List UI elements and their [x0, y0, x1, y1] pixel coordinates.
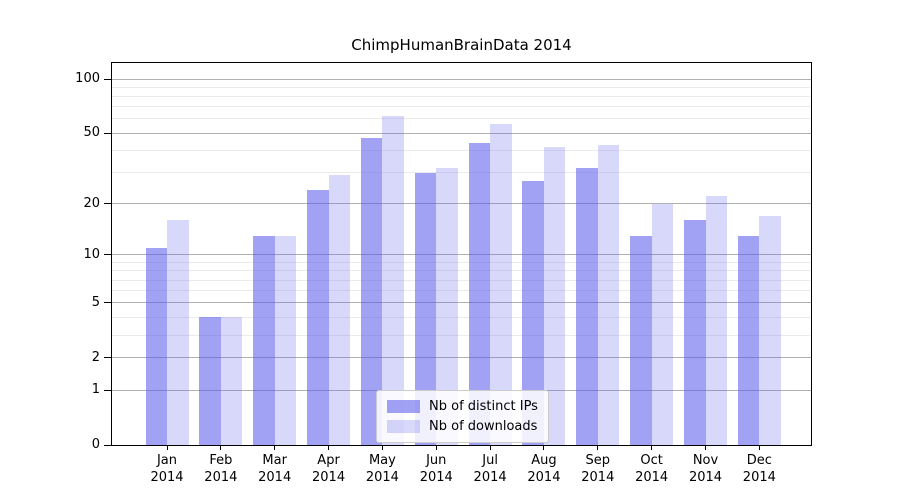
bar-distinct-ips [576, 167, 598, 445]
x-tick-label: Sep 2014 [581, 453, 615, 485]
gridline-major [112, 302, 811, 304]
legend: Nb of distinct IPs Nb of downloads [376, 390, 549, 443]
bar-distinct-ips [307, 189, 329, 445]
bar-distinct-ips [360, 138, 383, 445]
bar-distinct-ips [522, 180, 544, 445]
legend-row-downloads: Nb of downloads [387, 416, 538, 436]
bar-downloads [705, 196, 727, 445]
gridline-minor [112, 261, 811, 263]
gridline-minor [112, 279, 811, 281]
gridline-minor [112, 106, 811, 108]
bar-downloads [490, 124, 512, 445]
y-tick [104, 444, 111, 446]
bar-downloads [436, 167, 458, 445]
x-tick-label: Feb 2014 [204, 453, 238, 485]
y-tick-label: 100 [75, 71, 100, 86]
y-tick [104, 254, 111, 256]
x-tick-label: Mar 2014 [258, 453, 292, 485]
bar-downloads [651, 203, 674, 445]
y-tick [104, 78, 111, 80]
gridline-minor [112, 86, 811, 88]
y-tick-label: 2 [91, 349, 100, 365]
legend-label-distinct-ips: Nb of distinct IPs [429, 398, 538, 414]
x-tick-label: Nov 2014 [688, 453, 723, 485]
x-tick [274, 445, 276, 450]
x-tick [489, 445, 491, 450]
y-tick [104, 302, 111, 304]
y-tick-label: 1 [91, 382, 100, 398]
x-tick [220, 445, 222, 450]
plot-area [111, 62, 812, 446]
bar-downloads [274, 235, 297, 445]
x-tick-label: Aug 2014 [527, 453, 561, 485]
gridline-minor [112, 334, 811, 336]
x-tick-label: Jul 2014 [473, 453, 507, 485]
legend-label-downloads: Nb of downloads [429, 418, 538, 434]
x-tick [597, 445, 599, 450]
gridline-major [112, 78, 811, 80]
bar-downloads [597, 144, 620, 445]
bar-distinct-ips [468, 143, 491, 445]
y-tick-label: 10 [83, 246, 100, 262]
bar-downloads [328, 175, 351, 445]
y-tick [104, 357, 111, 359]
bar-downloads [759, 215, 781, 445]
gridline-minor [112, 96, 811, 97]
x-tick [758, 445, 760, 450]
y-tick [104, 132, 111, 134]
y-tick-label: 0 [91, 437, 100, 452]
y-tick [104, 389, 111, 391]
x-tick-label: Jun 2014 [419, 453, 453, 485]
x-tick-label: May 2014 [365, 453, 399, 485]
bar-downloads [220, 317, 243, 445]
bar-distinct-ips [253, 235, 275, 445]
y-tick-label: 20 [83, 195, 100, 211]
x-tick [705, 445, 706, 450]
gridline-minor [112, 316, 811, 318]
x-tick [651, 445, 653, 450]
bar-downloads [382, 116, 404, 445]
y-tick [104, 203, 111, 205]
y-tick-label: 5 [91, 294, 100, 310]
y-tick-label: 50 [83, 125, 100, 141]
x-tick [328, 445, 330, 450]
bar-distinct-ips [199, 317, 221, 445]
legend-row-distinct-ips: Nb of distinct IPs [387, 396, 538, 416]
gridline-major [112, 203, 811, 205]
bar-distinct-ips [630, 235, 652, 445]
gridline-minor [112, 290, 811, 292]
x-tick [435, 445, 437, 450]
x-tick-label: Jan 2014 [150, 453, 184, 485]
bar-downloads [543, 146, 566, 445]
x-tick-label: Apr 2014 [312, 453, 346, 485]
gridline-minor [112, 118, 811, 120]
gridline-major [112, 357, 811, 359]
x-tick [166, 445, 168, 450]
chart-title: ChimpHumanBrainData 2014 [351, 36, 572, 54]
bar-downloads [167, 220, 189, 445]
gridline-minor [112, 172, 811, 174]
x-tick [543, 445, 545, 450]
gridline-minor [112, 270, 811, 272]
gridline-major [112, 132, 811, 134]
bar-distinct-ips [414, 172, 437, 445]
bar-distinct-ips [145, 247, 167, 445]
x-tick-label: Dec 2014 [742, 453, 776, 485]
x-tick-label: Oct 2014 [635, 453, 669, 485]
bar-distinct-ips [737, 235, 760, 445]
gridline-major [112, 254, 811, 256]
x-tick [381, 445, 383, 450]
legend-swatch-downloads [387, 419, 420, 433]
gridline-minor [112, 149, 811, 151]
bar-distinct-ips [684, 220, 706, 445]
legend-swatch-distinct-ips [387, 399, 420, 413]
